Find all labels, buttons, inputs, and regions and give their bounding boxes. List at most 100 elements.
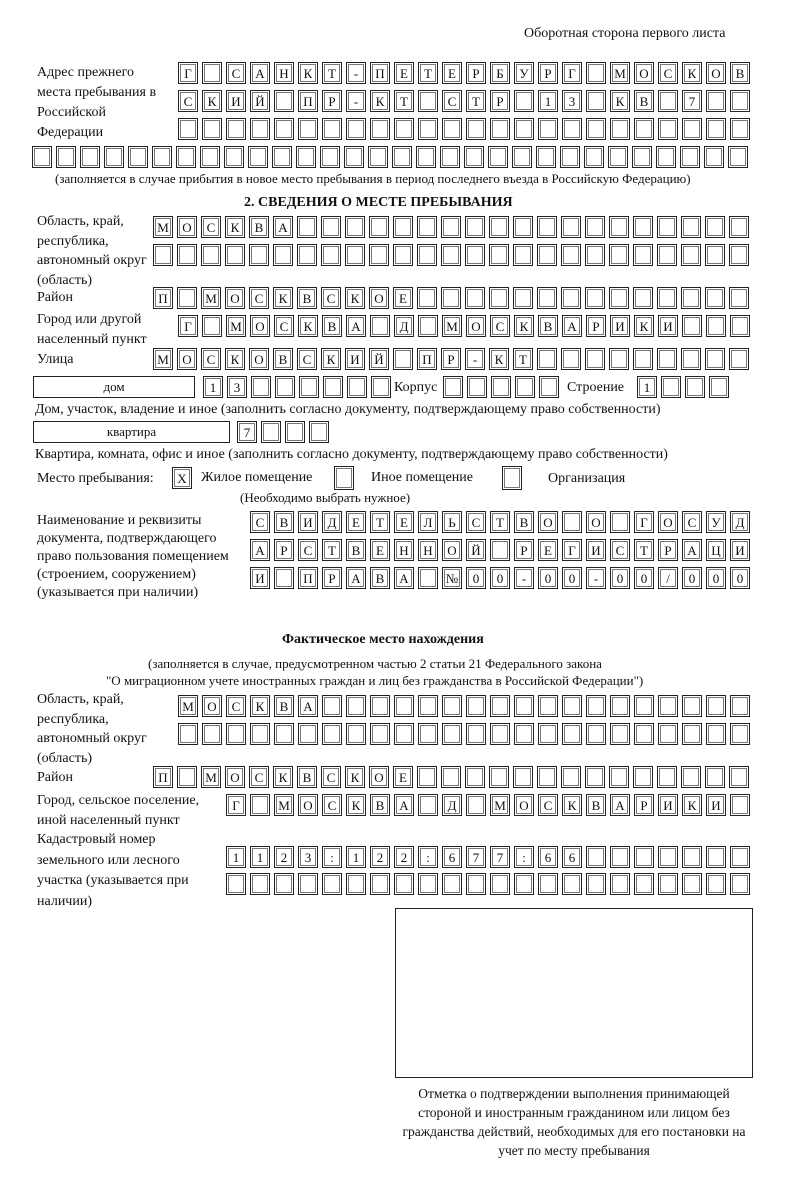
char-box[interactable]: К <box>610 90 630 112</box>
char-box[interactable] <box>418 315 438 337</box>
char-box[interactable] <box>657 216 677 238</box>
char-box[interactable] <box>250 118 270 140</box>
char-box[interactable] <box>441 216 461 238</box>
char-box[interactable] <box>32 146 52 168</box>
char-box[interactable] <box>345 244 365 266</box>
char-box[interactable] <box>465 216 485 238</box>
char-box[interactable] <box>418 90 438 112</box>
char-box[interactable]: 0 <box>538 567 558 589</box>
char-box[interactable] <box>274 90 294 112</box>
char-box[interactable]: К <box>345 287 365 309</box>
char-box[interactable]: С <box>610 539 630 561</box>
char-box[interactable]: М <box>178 695 198 717</box>
char-box[interactable] <box>273 244 293 266</box>
char-box[interactable] <box>489 216 509 238</box>
char-box[interactable] <box>681 766 701 788</box>
char-box[interactable]: С <box>250 511 270 533</box>
char-box[interactable] <box>226 873 246 895</box>
char-box[interactable]: Л <box>418 511 438 533</box>
char-box[interactable] <box>656 146 676 168</box>
char-box[interactable] <box>466 723 486 745</box>
char-box[interactable]: К <box>273 766 293 788</box>
char-box[interactable] <box>153 244 173 266</box>
place-option-residential-checkbox[interactable]: X <box>172 467 192 489</box>
char-box[interactable] <box>201 244 221 266</box>
char-box[interactable] <box>562 873 582 895</box>
char-box[interactable]: 1 <box>538 90 558 112</box>
char-box[interactable]: Т <box>322 539 342 561</box>
char-box[interactable] <box>346 723 366 745</box>
char-box[interactable] <box>178 723 198 745</box>
char-box[interactable]: Р <box>274 539 294 561</box>
char-box[interactable] <box>610 695 630 717</box>
char-box[interactable] <box>491 376 511 398</box>
char-box[interactable] <box>609 348 629 370</box>
char-box[interactable] <box>442 723 462 745</box>
char-box[interactable]: К <box>202 90 222 112</box>
char-box[interactable] <box>705 244 725 266</box>
char-box[interactable] <box>274 873 294 895</box>
char-box[interactable] <box>729 348 749 370</box>
char-box[interactable] <box>729 766 749 788</box>
char-box[interactable] <box>658 118 678 140</box>
char-box[interactable]: А <box>298 695 318 717</box>
char-box[interactable]: Р <box>441 348 461 370</box>
char-box[interactable]: 1 <box>250 846 270 868</box>
char-box[interactable]: Т <box>370 511 390 533</box>
char-box[interactable]: Т <box>466 90 486 112</box>
char-box[interactable] <box>706 315 726 337</box>
char-box[interactable] <box>370 723 390 745</box>
char-box[interactable] <box>561 216 581 238</box>
char-box[interactable]: 2 <box>274 846 294 868</box>
char-box[interactable] <box>322 695 342 717</box>
char-box[interactable] <box>392 146 412 168</box>
char-box[interactable] <box>730 695 750 717</box>
char-box[interactable]: 1 <box>203 376 223 398</box>
char-box[interactable]: Р <box>322 567 342 589</box>
char-box[interactable] <box>371 376 391 398</box>
char-box[interactable] <box>705 348 725 370</box>
char-box[interactable] <box>562 695 582 717</box>
char-box[interactable] <box>729 244 749 266</box>
char-box[interactable] <box>705 766 725 788</box>
char-box[interactable]: С <box>322 794 342 816</box>
char-box[interactable] <box>730 794 750 816</box>
char-box[interactable]: К <box>273 287 293 309</box>
char-box[interactable] <box>418 695 438 717</box>
char-box[interactable]: : <box>514 846 534 868</box>
char-box[interactable] <box>322 118 342 140</box>
char-box[interactable]: А <box>346 567 366 589</box>
char-box[interactable]: 3 <box>562 90 582 112</box>
char-box[interactable] <box>515 376 535 398</box>
char-box[interactable] <box>633 766 653 788</box>
char-box[interactable]: О <box>177 216 197 238</box>
char-box[interactable] <box>586 723 606 745</box>
char-box[interactable] <box>370 873 390 895</box>
char-box[interactable]: 7 <box>490 846 510 868</box>
char-box[interactable]: 0 <box>706 567 726 589</box>
char-box[interactable]: О <box>369 287 389 309</box>
char-box[interactable] <box>661 376 681 398</box>
char-box[interactable] <box>441 244 461 266</box>
char-box[interactable]: М <box>226 315 246 337</box>
char-box[interactable] <box>706 846 726 868</box>
char-box[interactable]: В <box>273 348 293 370</box>
char-box[interactable]: Е <box>393 287 413 309</box>
char-box[interactable] <box>728 146 748 168</box>
char-box[interactable] <box>562 723 582 745</box>
char-box[interactable]: К <box>298 62 318 84</box>
char-box[interactable]: О <box>658 511 678 533</box>
char-box[interactable]: Р <box>634 794 654 816</box>
char-box[interactable] <box>682 695 702 717</box>
char-box[interactable]: М <box>153 348 173 370</box>
char-box[interactable] <box>514 873 534 895</box>
char-box[interactable] <box>176 146 196 168</box>
char-box[interactable]: А <box>394 794 414 816</box>
char-box[interactable] <box>298 873 318 895</box>
char-box[interactable] <box>323 376 343 398</box>
